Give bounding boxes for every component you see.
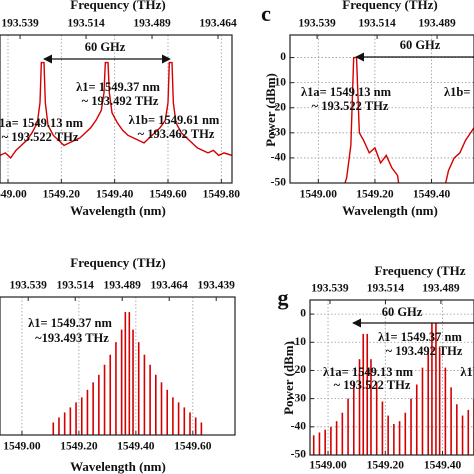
annotation: 60 GHz <box>85 40 126 54</box>
annotation: ~ 193.522 THz <box>2 130 79 144</box>
x-tick-label: 1549.60 <box>174 441 212 453</box>
x-tick-label: 1549.00 <box>0 189 27 201</box>
x-tick-label: 1549.80 <box>203 189 241 201</box>
x-tick-label: 1549.00 <box>309 460 347 472</box>
annotation: ~ 193.462 THz <box>138 127 215 141</box>
x2-tick-label: 193.439 <box>198 280 236 292</box>
annotation: λ1= 1549.37 nm <box>378 330 462 344</box>
y-axis-label: Power (dBm) <box>263 73 278 147</box>
annotation: ~ 193.492 THz <box>386 344 463 358</box>
x2-tick-label: 193.514 <box>57 280 95 292</box>
panel: 1549.00 1549.20 1549.40 193.539 193.514 193.4… <box>278 263 474 472</box>
x-axis-label: Wavelength (nm) <box>342 203 438 218</box>
panel: 1549.00 1549.20 1549.40 193.539 193.514 193.4… <box>261 0 474 218</box>
x2-tick-label: 193.514 <box>67 18 105 30</box>
annotation: λ1= 1549.37 nm <box>28 316 112 330</box>
y-tick-label: -20 <box>291 364 307 376</box>
x2-tick-label: 193.539 <box>1 18 39 30</box>
x-axis-label: Wavelength (nm) <box>70 459 166 474</box>
spectrum-line <box>0 61 232 159</box>
annotation: ~193.493 THz <box>35 331 109 345</box>
plot-frame <box>0 296 236 436</box>
y-tick-label: 0 <box>280 51 286 63</box>
annotation: λ1b <box>460 365 474 379</box>
annotation: ~ 193.492 THz <box>82 94 159 108</box>
y-tick-label: -30 <box>291 392 307 404</box>
x2-tick-label: 193.489 <box>133 18 171 30</box>
y-tick-label: -20 <box>271 101 287 113</box>
x-tick-label: 1549.20 <box>367 460 405 472</box>
annotation: λ1b= 1549.61 nm <box>129 113 220 127</box>
x2-tick-label: 193.514 <box>367 283 405 295</box>
x-tick-label: 1549.40 <box>96 189 134 201</box>
x-tick-label: 1549.40 <box>424 460 462 472</box>
annotation: λ1a= 1549.13 nm <box>323 365 414 379</box>
annotation: λ1b= 1549.61 nm <box>444 85 474 99</box>
x2-tick-label: 193.514 <box>358 18 396 30</box>
x-tick-label: 1549.20 <box>60 441 98 453</box>
annotation: λ1= 1549.37 nm <box>76 80 160 94</box>
x2-axis-label: Frequency (THz) <box>70 255 165 270</box>
x2-tick-label: 193.464 <box>151 280 189 292</box>
x2-tick-label: 193.539 <box>10 280 48 292</box>
x-tick-label: 1549.00 <box>3 441 41 453</box>
annotation: λ1a= 1549.13 nm <box>301 85 392 99</box>
panel-label: c <box>261 1 271 26</box>
x2-tick-label: 193.489 <box>422 283 460 295</box>
panel: 1549.00 1549.20 1549.40 1549.60 1549.80 193.5… <box>0 0 240 218</box>
x2-tick-label: 193.464 <box>199 18 237 30</box>
x2-axis-label: Frequency (THz <box>374 263 465 278</box>
spectrum-line <box>344 56 474 183</box>
y-tick-label: -50 <box>271 177 287 189</box>
annotation: λ1a= 1549.13 nm <box>0 116 84 130</box>
y-tick-label: -10 <box>291 336 307 348</box>
x-tick-label: 1549.60 <box>149 189 187 201</box>
x2-tick-label: 193.489 <box>104 280 142 292</box>
y-tick-label: -50 <box>291 449 307 461</box>
y-tick-label: -10 <box>271 76 287 88</box>
annotation: 60 GHz <box>400 38 441 52</box>
x2-tick-label: 193.489 <box>418 18 456 30</box>
x2-axis-label: Frequency (THz) <box>70 0 165 12</box>
panel-label: g <box>278 285 289 310</box>
x-axis-label: Wavelength (nm) <box>70 203 166 218</box>
y-tick-label: -40 <box>271 152 287 164</box>
annotation: ~ 193.522 THz <box>312 99 389 113</box>
y-axis-label: Power (dBm) <box>281 341 296 415</box>
plot-frame <box>309 299 474 456</box>
plot-frame <box>0 34 233 184</box>
x-tick-label: 1549.40 <box>117 441 155 453</box>
y-tick-label: -30 <box>271 126 287 138</box>
plot-frame <box>289 34 474 184</box>
x-tick-label: 1549.20 <box>356 189 394 201</box>
x-tick-label: 1549.40 <box>413 189 451 201</box>
x-tick-label: 1549.20 <box>43 189 81 201</box>
y-tick-label: -40 <box>291 420 307 432</box>
x2-axis-label: Frequency (THz) <box>342 0 437 12</box>
panel: 1549.00 1549.20 1549.40 1549.60 193.539 193.5… <box>0 255 236 474</box>
y-tick-label: 0 <box>300 308 306 320</box>
annotation: ~ 193.522 THz <box>334 378 411 392</box>
x2-tick-label: 193.539 <box>311 283 349 295</box>
annotation: 60 GHz <box>382 305 423 319</box>
x-tick-label: 1549.00 <box>300 189 338 201</box>
x2-tick-label: 193.539 <box>298 18 336 30</box>
